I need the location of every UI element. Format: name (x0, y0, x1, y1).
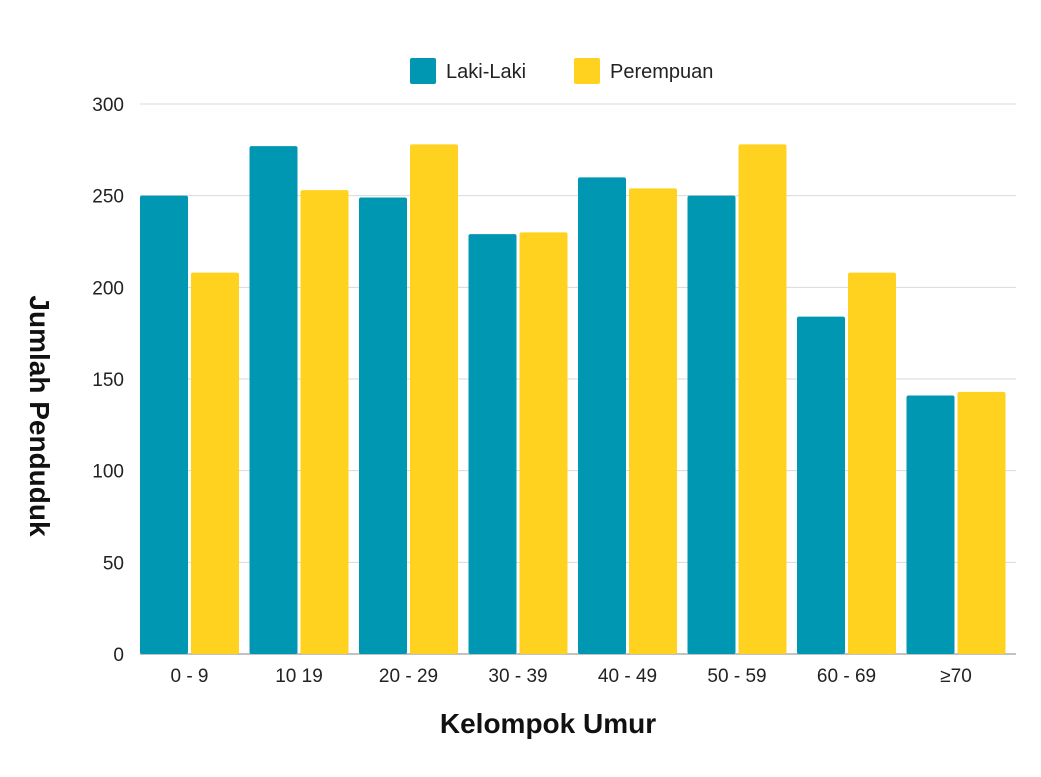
legend-label: Laki-Laki (446, 61, 526, 83)
x-tick-label: 40 - 49 (598, 666, 657, 687)
x-tick-label: 20 - 29 (379, 666, 438, 687)
legend: Laki-Laki Perempuan (410, 58, 713, 84)
y-tick-label: 300 (92, 95, 124, 116)
legend-swatch (410, 58, 436, 84)
bar (519, 232, 568, 655)
x-tick-label: 10 19 (275, 666, 323, 687)
legend-swatch (574, 58, 600, 84)
bar (359, 197, 407, 654)
x-tick-label: 60 - 69 (817, 666, 876, 687)
y-axis-title: Jumlah Penduduk (24, 295, 55, 537)
bar (578, 177, 626, 655)
y-tick-label: 0 (113, 645, 124, 666)
bar (797, 316, 845, 654)
bar (629, 188, 677, 655)
bars (140, 144, 1006, 655)
x-axis-tick-labels: 0 - 9 10 19 20 - 29 30 - 39 40 - 49 50 - 59 60… (170, 666, 971, 687)
bar (191, 272, 239, 654)
y-axis-tick-labels: 0 50 100 150 200 250 300 (92, 95, 124, 666)
bar (738, 144, 787, 655)
bar (140, 195, 188, 654)
y-tick-label: 200 (92, 278, 124, 299)
bar (468, 234, 517, 654)
bar (906, 395, 955, 654)
y-tick-label: 250 (92, 187, 124, 208)
x-axis-title: Kelompok Umur (440, 708, 656, 739)
x-tick-label: 30 - 39 (488, 666, 547, 687)
bar (848, 272, 896, 654)
y-tick-label: 150 (92, 370, 124, 391)
bar (957, 391, 1006, 654)
y-tick-label: 100 (92, 462, 124, 483)
bar (249, 146, 298, 654)
bar (300, 190, 349, 654)
x-tick-label: 0 - 9 (170, 666, 208, 687)
y-tick-label: 50 (103, 553, 124, 574)
x-tick-label: ≥70 (940, 666, 972, 687)
bar (687, 195, 736, 654)
x-tick-label: 50 - 59 (707, 666, 766, 687)
bar (410, 144, 458, 655)
legend-label: Perempuan (610, 61, 713, 83)
